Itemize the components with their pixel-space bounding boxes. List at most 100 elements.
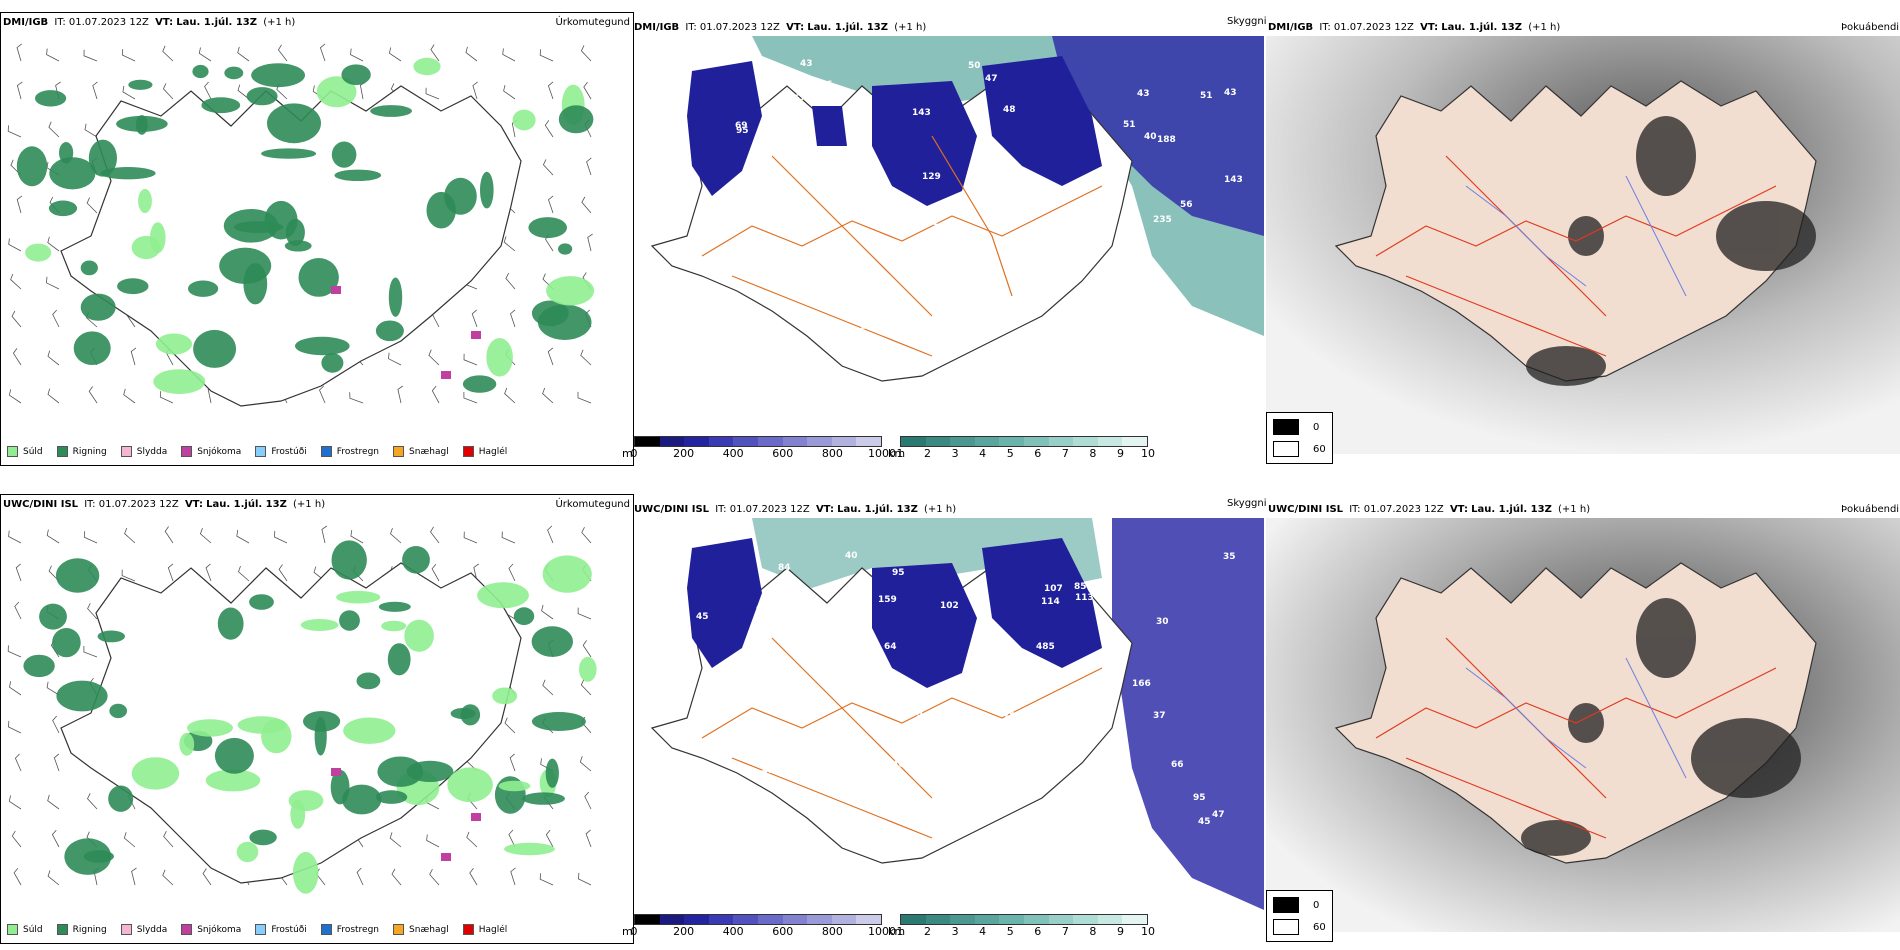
legend-swatch xyxy=(393,924,405,935)
wind-barb xyxy=(582,640,592,658)
precip-area xyxy=(192,64,209,79)
colorbar-tick: 400 xyxy=(722,925,744,938)
wind-barb xyxy=(162,869,174,886)
colorbar-tick: 7 xyxy=(1061,447,1069,460)
wind-barb xyxy=(431,563,440,582)
legend-label: Súld xyxy=(23,924,43,935)
precip-area xyxy=(88,139,117,177)
ceiling-value: 166 xyxy=(1132,679,1151,689)
legend-swatch xyxy=(462,446,474,457)
ceiling-colorbar: m 0 200 400 600 800 1000 xyxy=(622,436,896,461)
colorbar-segment xyxy=(757,437,783,446)
ceiling-value: 84 xyxy=(778,563,791,573)
wind-barb xyxy=(587,233,593,252)
fog-legend-label: 0 xyxy=(1313,899,1320,911)
precip-area xyxy=(52,628,81,658)
ceiling-value: 48 xyxy=(1003,105,1016,115)
wind-barb xyxy=(580,45,592,62)
fog-legend-label: 60 xyxy=(1313,921,1326,933)
precip-area xyxy=(343,717,396,744)
wind-barb xyxy=(466,831,478,848)
ceiling-label: Skyggni xyxy=(1227,16,1267,27)
wind-barb xyxy=(7,720,22,734)
colorbar-segment xyxy=(1023,915,1049,924)
fog-legend-label: 60 xyxy=(1313,443,1326,455)
ceiling-value: 143 xyxy=(912,108,931,118)
ceiling-colorbar-bar xyxy=(634,914,882,925)
colorbar-segment xyxy=(659,915,685,924)
colorbar-segment xyxy=(733,437,758,446)
it-value: 01.07.2023 12Z xyxy=(699,22,780,33)
ceiling-value: 39 xyxy=(684,729,697,739)
wind-barb xyxy=(503,236,516,252)
wind-barb xyxy=(162,45,174,62)
legend-label: Slydda xyxy=(136,446,168,457)
ceiling-value: 54 xyxy=(880,191,893,201)
precip-area xyxy=(537,304,592,341)
wind-barb xyxy=(428,349,440,366)
precip-area xyxy=(542,555,592,593)
precip-area xyxy=(579,656,597,682)
wind-barb xyxy=(12,348,22,366)
ceiling-value: 64 xyxy=(884,642,897,652)
colorbar-unit: km xyxy=(888,447,906,460)
precip-area xyxy=(356,672,381,690)
precip-area xyxy=(492,687,518,705)
ceiling-value: 43 xyxy=(1137,89,1150,99)
precip-area xyxy=(477,582,529,609)
wind-barb xyxy=(47,388,60,404)
colorbar-tick: 6 xyxy=(1034,925,1042,938)
precip-area xyxy=(444,177,477,215)
colorbar-tick: 600 xyxy=(772,925,794,938)
ceiling-value: 30 xyxy=(1156,617,1169,627)
wind-barb xyxy=(84,123,98,138)
wind-barb xyxy=(463,531,478,544)
wind-barb xyxy=(547,525,554,544)
colorbar-unit: m xyxy=(622,925,633,938)
ceiling-value: 47 xyxy=(708,286,721,296)
wind-barb xyxy=(198,47,212,62)
ceiling-map-svg: 57 56 49 41 47 95 60 67 63 51 51 76 69 43 45 47 41 40 50 49… xyxy=(650,36,1264,388)
wind-barb xyxy=(425,87,440,100)
colorbar-tick: 10 xyxy=(1141,447,1155,460)
ceiling-value: 143 xyxy=(1020,238,1039,248)
ceiling-value: 95 xyxy=(892,568,905,578)
ceiling-value: 41 xyxy=(1130,353,1143,363)
ceiling-map: 57 56 49 41 47 95 60 67 63 51 51 76 69 43 45 47 41 40 50 49… xyxy=(632,36,1264,432)
legend-swatch xyxy=(56,924,68,935)
wind-barb xyxy=(510,867,516,886)
offset: (+1 h) xyxy=(924,504,957,515)
ceiling-value: 188 xyxy=(1157,135,1176,145)
visibility-colorbar-bar xyxy=(900,914,1148,925)
vt-label: VT: xyxy=(184,499,203,510)
wind-barb xyxy=(349,392,364,404)
precip-area xyxy=(522,792,565,805)
ceiling-value: 43 xyxy=(1224,88,1237,98)
legend-label: Súld xyxy=(23,446,43,457)
precip-area xyxy=(531,712,586,731)
ceiling-value: 60 xyxy=(1004,205,1017,215)
wind-barb xyxy=(204,81,212,100)
colorbar-segment xyxy=(708,437,734,446)
wind-barb xyxy=(469,867,478,886)
ceiling-value: 41 xyxy=(730,346,743,356)
wind-barb xyxy=(586,157,592,176)
precip-area xyxy=(153,369,206,394)
wind-barb xyxy=(86,197,98,214)
ceiling-value: 47 xyxy=(985,74,998,84)
ceiling-value: 54 xyxy=(959,677,972,687)
colorbar-segment xyxy=(807,915,832,924)
ceiling-value: 43 xyxy=(1002,710,1015,720)
wind-barb xyxy=(547,347,554,366)
fog-legend: 0 60 xyxy=(1266,412,1333,464)
legend-swatch xyxy=(7,446,18,457)
colorbar-segment xyxy=(635,437,660,446)
ceiling-value: 45 xyxy=(657,378,670,388)
wind-barb xyxy=(51,829,60,848)
colorbar-tick: 3 xyxy=(951,447,959,460)
wind-barb xyxy=(52,309,60,328)
wind-barb xyxy=(504,387,516,404)
wind-barb xyxy=(503,85,516,100)
colorbar-tick: 4 xyxy=(979,447,987,460)
wind-barb xyxy=(541,604,554,620)
